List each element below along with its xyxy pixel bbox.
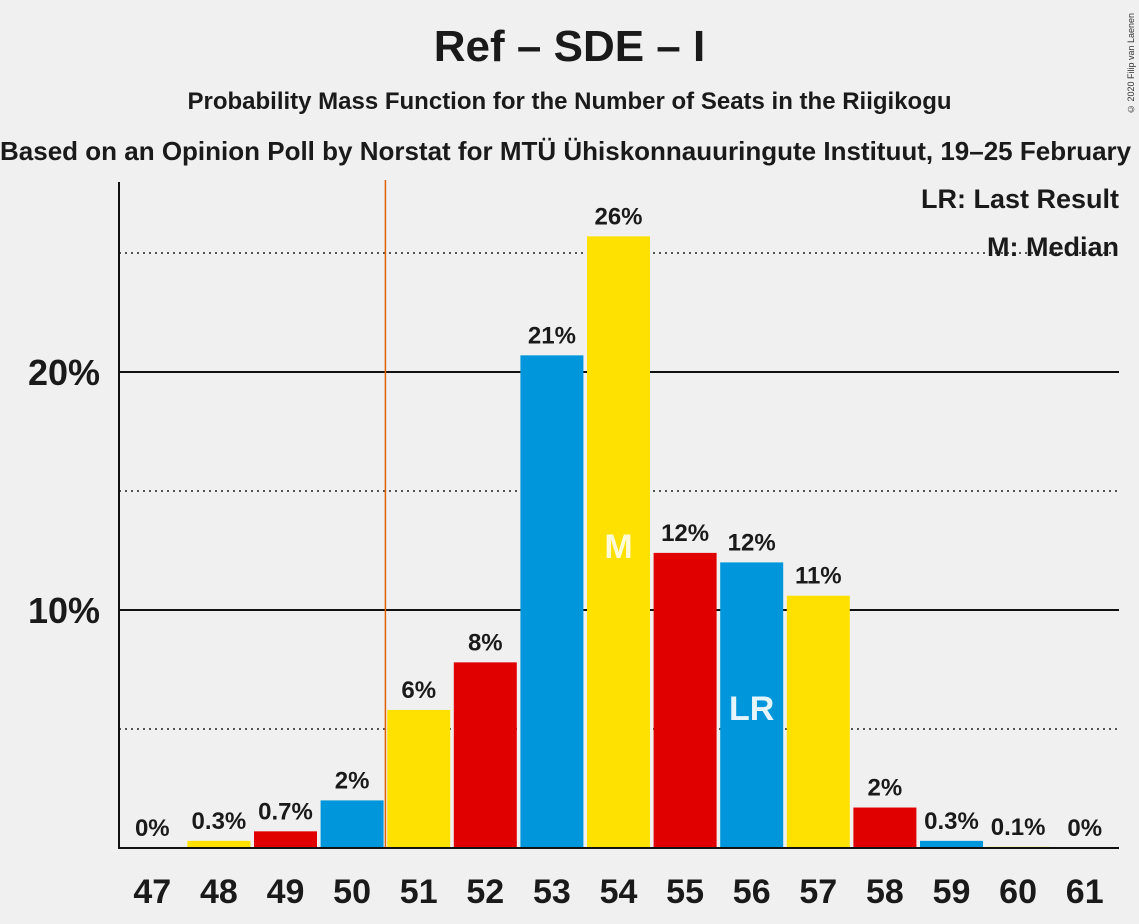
x-tick-label: 53 xyxy=(533,873,571,911)
chart-source: Based on an Opinion Poll by Norstat for … xyxy=(0,136,1139,166)
chart-subtitle: Probability Mass Function for the Number… xyxy=(187,88,952,115)
x-tick-label: 55 xyxy=(666,873,704,911)
bar-seat-50 xyxy=(320,800,384,848)
data-label: 8% xyxy=(468,629,503,656)
y-tick-label: 20% xyxy=(28,352,100,393)
data-label: 0.3% xyxy=(192,808,247,835)
data-label: 6% xyxy=(401,677,436,704)
data-label: 12% xyxy=(661,520,709,547)
data-label: 0% xyxy=(135,815,170,842)
x-tick-label: 56 xyxy=(733,873,771,911)
x-tick-label: 58 xyxy=(866,873,904,911)
data-label: 26% xyxy=(594,203,642,230)
chart-title: Ref – SDE – I xyxy=(433,22,706,71)
data-label: 2% xyxy=(868,775,903,802)
x-tick-label: 52 xyxy=(466,873,504,911)
data-label: 11% xyxy=(795,563,842,590)
data-label: 0.3% xyxy=(924,808,979,835)
x-tick-label: 61 xyxy=(1066,873,1104,911)
bar-seat-55 xyxy=(653,552,717,848)
x-tick-label: 47 xyxy=(133,873,171,911)
last-result-marker: LR xyxy=(729,690,774,728)
x-tick-label: 51 xyxy=(400,873,438,911)
data-label: 0.7% xyxy=(258,798,313,825)
legend-median: M: Median xyxy=(987,232,1119,262)
bar-seat-52 xyxy=(453,662,517,848)
data-label: 12% xyxy=(728,529,776,556)
x-tick-label: 59 xyxy=(933,873,971,911)
x-tick-label: 50 xyxy=(333,873,371,911)
bar-seat-49 xyxy=(254,831,317,848)
data-label: 0% xyxy=(1067,815,1102,842)
data-label: 21% xyxy=(528,322,576,349)
y-tick-label: 10% xyxy=(28,590,100,631)
bar-seat-53 xyxy=(520,355,584,848)
bar-seat-51 xyxy=(387,709,451,848)
x-tick-label: 49 xyxy=(267,873,305,911)
bar-seat-56 xyxy=(720,562,784,848)
median-marker: M xyxy=(604,528,632,566)
bar-seat-58 xyxy=(853,807,917,848)
data-label: 0.1% xyxy=(991,814,1046,841)
bar-seat-59 xyxy=(920,840,983,848)
x-tick-label: 48 xyxy=(200,873,238,911)
x-tick-label: 60 xyxy=(999,873,1037,911)
data-label: 2% xyxy=(335,767,370,794)
legend-last-result: LR: Last Result xyxy=(920,184,1119,214)
bar-seat-54 xyxy=(587,236,650,849)
x-tick-label: 57 xyxy=(799,873,837,911)
bar-seat-48 xyxy=(187,840,251,848)
x-tick-label: 54 xyxy=(600,873,638,911)
bar-seat-57 xyxy=(786,595,850,848)
